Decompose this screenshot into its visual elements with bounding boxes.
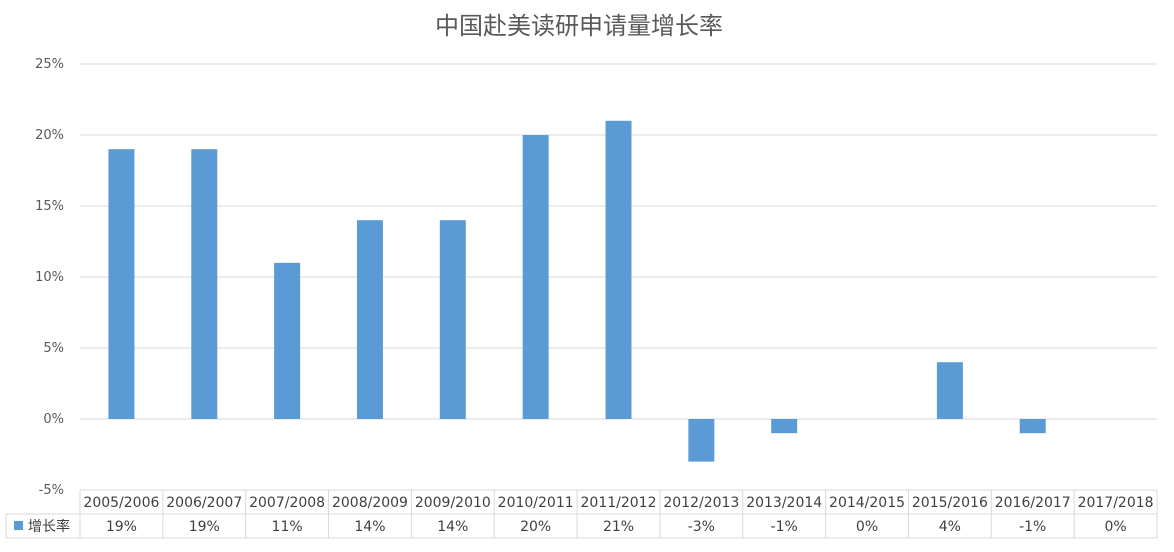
- x-tick-label: 2013/2014: [746, 495, 822, 511]
- legend-key: [14, 521, 23, 530]
- x-tick-label: 2014/2015: [829, 495, 905, 511]
- x-tick-label: 2008/2009: [332, 495, 408, 511]
- bar: [439, 220, 466, 419]
- x-tick-label: 2007/2008: [249, 495, 325, 511]
- data-label: 19%: [106, 519, 137, 535]
- x-tick-label: 2009/2010: [415, 495, 491, 511]
- bars: [108, 120, 1046, 462]
- legend-label: 增长率: [28, 518, 70, 535]
- data-label: -1%: [771, 519, 798, 535]
- y-tick-label: 15%: [35, 199, 64, 214]
- x-tick-label: 2011/2012: [581, 495, 657, 511]
- y-tick-label: 5%: [43, 341, 64, 356]
- data-label: 0%: [856, 519, 878, 535]
- x-tick-label: 2016/2017: [995, 495, 1071, 511]
- x-tick-label: 2017/2018: [1078, 495, 1154, 511]
- y-tick-label: 25%: [35, 57, 64, 72]
- bar: [522, 135, 549, 419]
- bar: [356, 220, 383, 419]
- y-tick-label: 10%: [35, 270, 64, 285]
- y-tick-label: -5%: [39, 483, 64, 498]
- x-tick-label: 2010/2011: [498, 495, 574, 511]
- data-table: 2005/2006 19% 2006/2007 19% 2007/2008 11% 2008…: [5, 489, 1158, 539]
- bar: [191, 149, 218, 419]
- data-label: 4%: [939, 519, 961, 535]
- data-label: 20%: [520, 519, 551, 535]
- data-label: 14%: [437, 519, 468, 535]
- x-tick-label: 2005/2006: [83, 495, 159, 511]
- bar: [274, 262, 301, 419]
- y-axis-tick-labels: 25% 20% 15% 10% 5% 0% -5%: [35, 57, 64, 498]
- bar: [688, 419, 715, 462]
- x-tick-label: 2015/2016: [912, 495, 988, 511]
- bar: [1019, 419, 1046, 434]
- data-label: 21%: [603, 519, 634, 535]
- y-tick-label: 20%: [35, 128, 64, 143]
- bar: [108, 149, 135, 419]
- x-tick-label: 2012/2013: [663, 495, 739, 511]
- data-label: -3%: [688, 519, 715, 535]
- data-label: 0%: [1104, 519, 1126, 535]
- bar: [936, 362, 963, 419]
- bar: [605, 120, 632, 420]
- data-label: 19%: [189, 519, 220, 535]
- data-label: 14%: [354, 519, 385, 535]
- data-label: 11%: [272, 519, 303, 535]
- bar: [771, 419, 798, 434]
- data-label: -1%: [1019, 519, 1046, 535]
- y-tick-label: 0%: [43, 412, 64, 427]
- x-tick-label: 2006/2007: [166, 495, 242, 511]
- chart-title: 中国赴美读研申请量增长率: [435, 12, 723, 40]
